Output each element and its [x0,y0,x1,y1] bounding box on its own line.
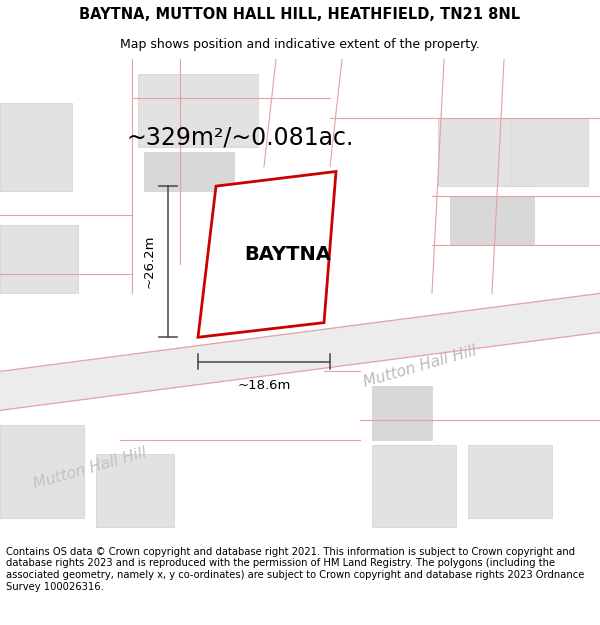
Bar [372,386,432,439]
Bar [510,118,588,186]
Text: Map shows position and indicative extent of the property.: Map shows position and indicative extent… [120,38,480,51]
Bar [372,444,456,528]
Polygon shape [198,171,336,338]
Bar [0,225,78,293]
Bar [450,196,534,244]
Bar [0,425,84,518]
Bar [144,152,234,191]
Polygon shape [0,293,600,411]
Bar [138,74,258,147]
Bar [438,118,534,186]
Text: Contains OS data © Crown copyright and database right 2021. This information is : Contains OS data © Crown copyright and d… [6,547,584,592]
Bar [0,103,72,191]
Bar [468,444,552,518]
Text: Mutton Hall Hill: Mutton Hall Hill [362,343,478,390]
Text: ~18.6m: ~18.6m [238,379,290,392]
Text: ~26.2m: ~26.2m [143,235,156,289]
Text: ~329m²/~0.081ac.: ~329m²/~0.081ac. [127,126,353,149]
Polygon shape [222,191,312,303]
Text: BAYTNA, MUTTON HALL HILL, HEATHFIELD, TN21 8NL: BAYTNA, MUTTON HALL HILL, HEATHFIELD, TN… [79,8,521,22]
Text: BAYTNA: BAYTNA [245,245,331,264]
Text: Mutton Hall Hill: Mutton Hall Hill [32,446,148,493]
Bar [96,454,174,528]
